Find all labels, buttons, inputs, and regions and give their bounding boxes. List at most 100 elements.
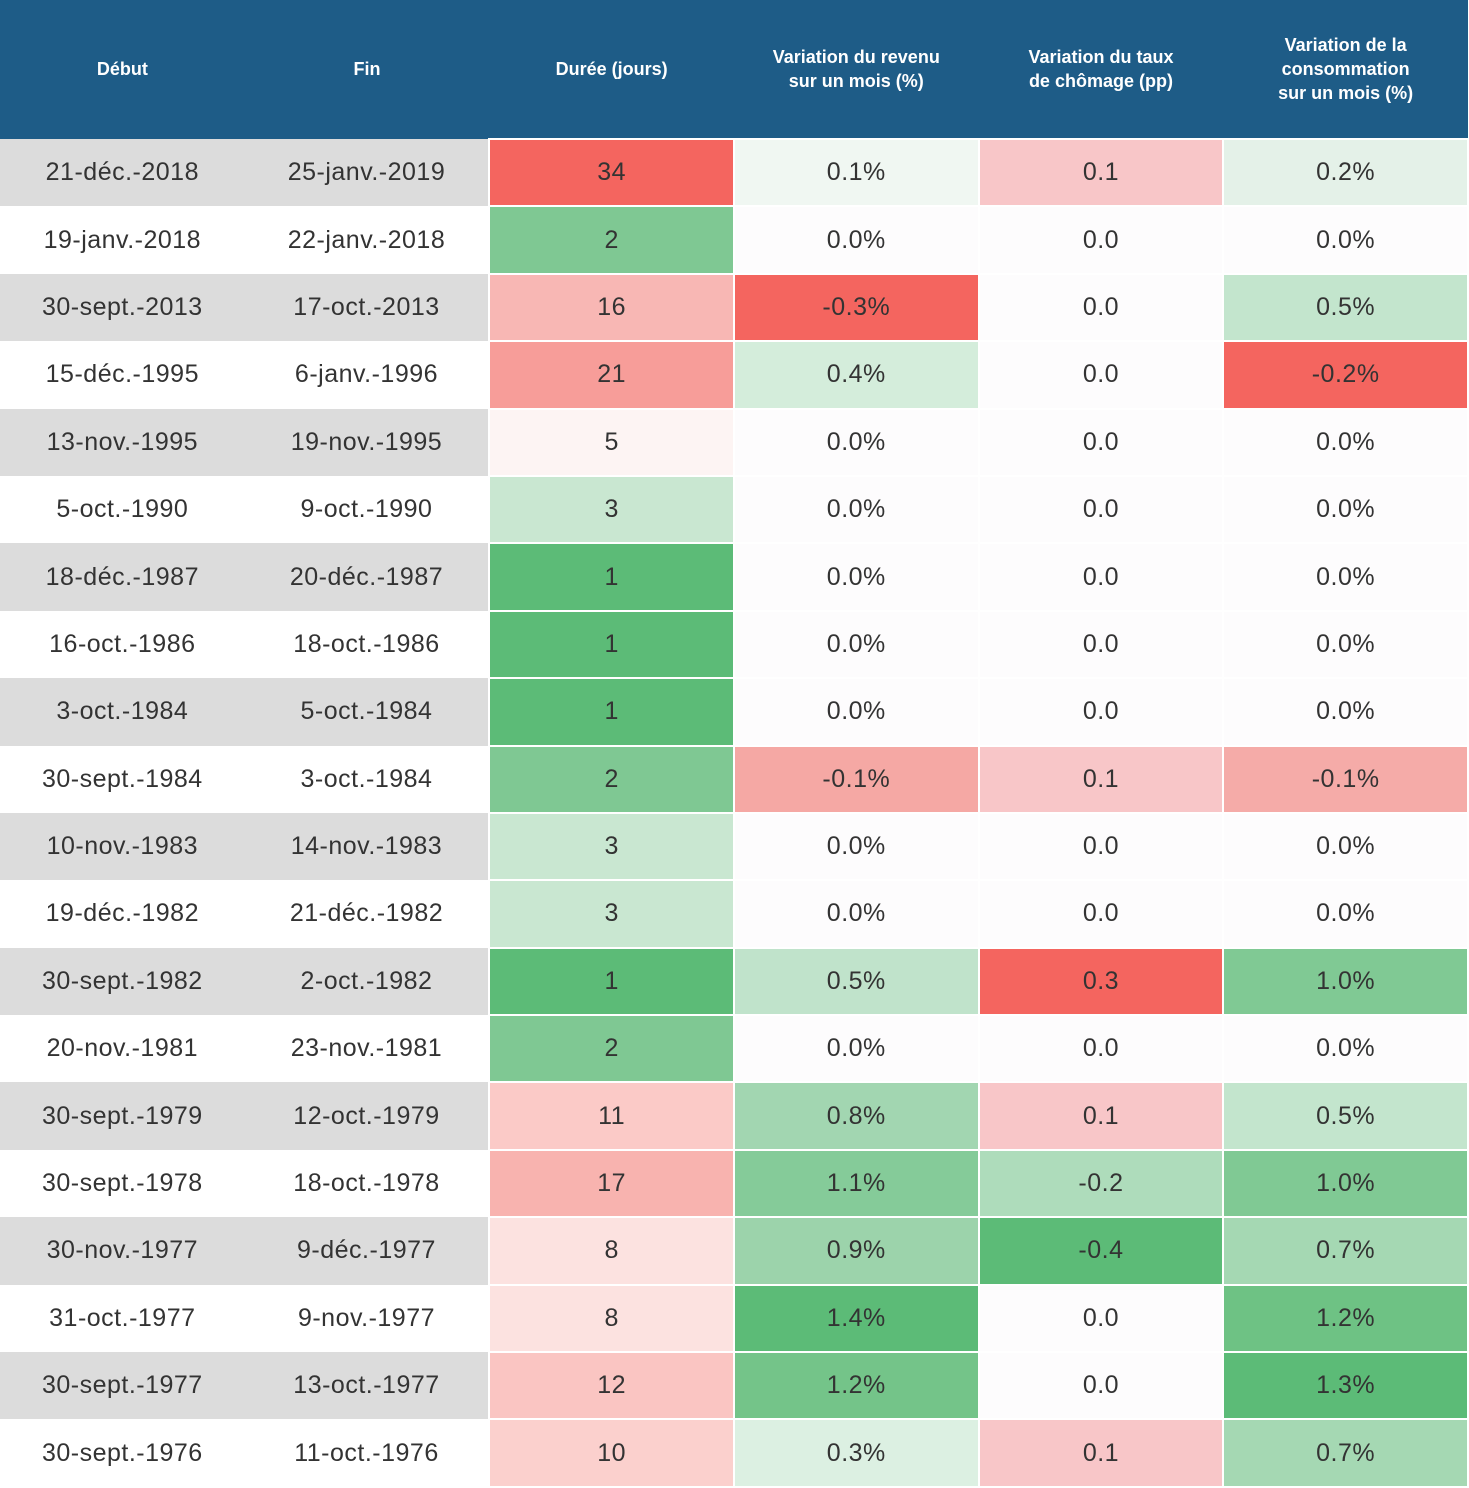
cell-chomage: 0.0 <box>977 1351 1225 1421</box>
header-row: Début Fin Durée (jours) Variation du rev… <box>0 0 1468 139</box>
cell-debut: 30-sept.-1978 <box>0 1149 245 1218</box>
cell-duree: 17 <box>488 1148 735 1219</box>
cell-conso: 0.2% <box>1222 137 1469 208</box>
cell-duree: 34 <box>488 137 735 208</box>
cell-duree: 8 <box>488 1283 735 1354</box>
cell-chomage: 0.0 <box>977 1014 1225 1084</box>
cell-fin: 9-nov.-1977 <box>244 1284 490 1353</box>
cell-chomage: 0.0 <box>977 811 1225 882</box>
cell-conso: 0.7% <box>1222 1418 1469 1488</box>
cell-debut: 19-déc.-1982 <box>0 880 245 948</box>
cell-chomage: -0.2 <box>977 1148 1225 1219</box>
table-row: 30-sept.-1977 13-oct.-1977 12 1.2% 0.0 1.3% <box>0 1351 1469 1421</box>
cell-debut: 30-sept.-1982 <box>0 947 245 1016</box>
cell-revenu: -0.1% <box>732 744 980 814</box>
cell-debut: 30-sept.-1984 <box>0 745 245 813</box>
cell-debut: 13-nov.-1995 <box>0 408 245 476</box>
cell-duree: 1 <box>488 946 735 1017</box>
cell-revenu: 0.0% <box>732 609 980 680</box>
cell-debut: 30-sept.-2013 <box>0 273 245 342</box>
table-row: 30-sept.-1978 18-oct.-1978 17 1.1% -0.2 1.0% <box>0 1148 1469 1219</box>
cell-duree: 2 <box>488 1014 735 1084</box>
cell-fin: 6-janv.-1996 <box>244 341 490 409</box>
cell-duree: 1 <box>488 609 735 680</box>
cell-debut: 15-déc.-1995 <box>0 341 245 409</box>
cell-conso: 1.0% <box>1222 1148 1469 1219</box>
cell-chomage: 0.0 <box>977 677 1225 747</box>
cell-fin: 20-déc.-1987 <box>244 543 490 611</box>
cell-revenu: 0.0% <box>732 1014 980 1084</box>
cell-duree: 16 <box>488 272 735 343</box>
cell-debut: 3-oct.-1984 <box>0 678 245 746</box>
cell-conso: -0.2% <box>1222 340 1469 410</box>
cell-conso: -0.1% <box>1222 744 1469 814</box>
table-row: 30-sept.-2013 17-oct.-2013 16 -0.3% 0.0 0.5% <box>0 272 1469 343</box>
cell-revenu: -0.3% <box>732 272 980 343</box>
cell-chomage: 0.1 <box>977 1081 1225 1151</box>
table-row: 30-sept.-1976 11-oct.-1976 10 0.3% 0.1 0.7% <box>0 1418 1469 1488</box>
cell-debut: 21-déc.-2018 <box>0 139 245 207</box>
cell-chomage: 0.0 <box>977 1283 1225 1354</box>
cell-fin: 3-oct.-1984 <box>244 745 490 813</box>
cell-conso: 1.2% <box>1222 1283 1469 1354</box>
cell-debut: 30-nov.-1977 <box>0 1217 245 1285</box>
cell-revenu: 0.0% <box>732 542 980 612</box>
table-row: 21-déc.-2018 25-janv.-2019 34 0.1% 0.1 0.2% <box>0 137 1469 208</box>
table-row: 3-oct.-1984 5-oct.-1984 1 0.0% 0.0 0.0% <box>0 677 1469 747</box>
table-row: 31-oct.-1977 9-nov.-1977 8 1.4% 0.0 1.2% <box>0 1283 1469 1354</box>
cell-fin: 11-oct.-1976 <box>244 1419 490 1487</box>
table-row: 13-nov.-1995 19-nov.-1995 5 0.0% 0.0 0.0% <box>0 407 1469 477</box>
cell-conso: 1.3% <box>1222 1351 1469 1421</box>
cell-revenu: 0.0% <box>732 205 980 275</box>
col-header-revenu: Variation du revenu sur un mois (%) <box>733 0 979 139</box>
cell-chomage: 0.3 <box>977 946 1225 1017</box>
cell-conso: 0.0% <box>1222 474 1469 545</box>
cell-debut: 10-nov.-1983 <box>0 812 245 881</box>
cell-chomage: 0.1 <box>977 1418 1225 1488</box>
cell-revenu: 0.1% <box>732 137 980 208</box>
table-header: Début Fin Durée (jours) Variation du rev… <box>0 0 1468 139</box>
cell-chomage: 0.1 <box>977 744 1225 814</box>
cell-fin: 25-janv.-2019 <box>244 139 490 207</box>
table-row: 30-sept.-1984 3-oct.-1984 2 -0.1% 0.1 -0.1% <box>0 744 1469 814</box>
cell-conso: 0.0% <box>1222 205 1469 275</box>
cell-revenu: 0.0% <box>732 811 980 882</box>
cell-conso: 0.5% <box>1222 1081 1469 1151</box>
cell-conso: 0.5% <box>1222 272 1469 343</box>
cell-fin: 19-nov.-1995 <box>244 408 490 476</box>
cell-duree: 3 <box>488 811 735 882</box>
cell-fin: 9-déc.-1977 <box>244 1217 490 1285</box>
cell-fin: 21-déc.-1982 <box>244 880 490 948</box>
table-row: 30-nov.-1977 9-déc.-1977 8 0.9% -0.4 0.7% <box>0 1216 1469 1286</box>
cell-chomage: 0.0 <box>977 205 1225 275</box>
cell-debut: 19-janv.-2018 <box>0 206 245 274</box>
cell-conso: 0.0% <box>1222 407 1469 477</box>
cell-chomage: 0.0 <box>977 879 1225 949</box>
cell-revenu: 0.3% <box>732 1418 980 1488</box>
cell-debut: 20-nov.-1981 <box>0 1015 245 1083</box>
cell-duree: 2 <box>488 744 735 814</box>
cell-debut: 30-sept.-1979 <box>0 1082 245 1150</box>
table-row: 19-janv.-2018 22-janv.-2018 2 0.0% 0.0 0.0% <box>0 205 1469 275</box>
table-row: 18-déc.-1987 20-déc.-1987 1 0.0% 0.0 0.0% <box>0 542 1469 612</box>
col-header-chomage: Variation du taux de chômage (pp) <box>978 0 1224 139</box>
cell-fin: 2-oct.-1982 <box>244 947 490 1016</box>
cell-chomage: -0.4 <box>977 1216 1225 1286</box>
cell-chomage: 0.0 <box>977 407 1225 477</box>
cell-duree: 3 <box>488 879 735 949</box>
cell-conso: 0.0% <box>1222 609 1469 680</box>
cell-fin: 13-oct.-1977 <box>244 1352 490 1420</box>
cell-revenu: 1.1% <box>732 1148 980 1219</box>
cell-debut: 30-sept.-1977 <box>0 1352 245 1420</box>
table-row: 30-sept.-1979 12-oct.-1979 11 0.8% 0.1 0.5% <box>0 1081 1469 1151</box>
table-row: 16-oct.-1986 18-oct.-1986 1 0.0% 0.0 0.0% <box>0 609 1469 680</box>
cell-duree: 2 <box>488 205 735 275</box>
cell-chomage: 0.1 <box>977 137 1225 208</box>
cell-duree: 8 <box>488 1216 735 1286</box>
cell-conso: 0.7% <box>1222 1216 1469 1286</box>
cell-duree: 12 <box>488 1351 735 1421</box>
cell-fin: 5-oct.-1984 <box>244 678 490 746</box>
cell-revenu: 1.4% <box>732 1283 980 1354</box>
cell-debut: 5-oct.-1990 <box>0 475 245 544</box>
